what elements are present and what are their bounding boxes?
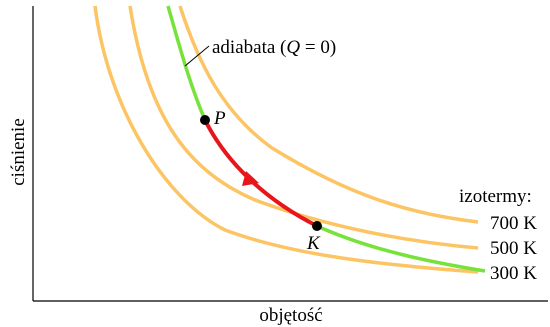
point-p-label: P bbox=[213, 108, 226, 129]
adiabat-label: adiabata (Q = 0) bbox=[212, 37, 336, 58]
process-curve bbox=[203, 119, 318, 228]
point-p-marker bbox=[200, 115, 210, 125]
point-k-marker bbox=[312, 221, 322, 231]
isotherm-700k-curve bbox=[178, 5, 479, 224]
isotherm-700k-label: 700 K bbox=[490, 213, 537, 234]
process-arrow-icon bbox=[242, 171, 259, 186]
isotherms-header: izotermy: bbox=[459, 186, 532, 207]
adiabat-leader-line bbox=[184, 45, 210, 67]
point-k-label: K bbox=[306, 233, 321, 254]
isotherm-500k-curve bbox=[128, 5, 479, 250]
isotherm-300k-curve bbox=[93, 5, 479, 274]
x-axis-label: objętość bbox=[259, 305, 322, 326]
isotherm-300k-label: 300 K bbox=[490, 263, 537, 284]
isotherm-500k-label: 500 K bbox=[490, 238, 537, 259]
y-axis-label: ciśnienie bbox=[8, 118, 29, 186]
